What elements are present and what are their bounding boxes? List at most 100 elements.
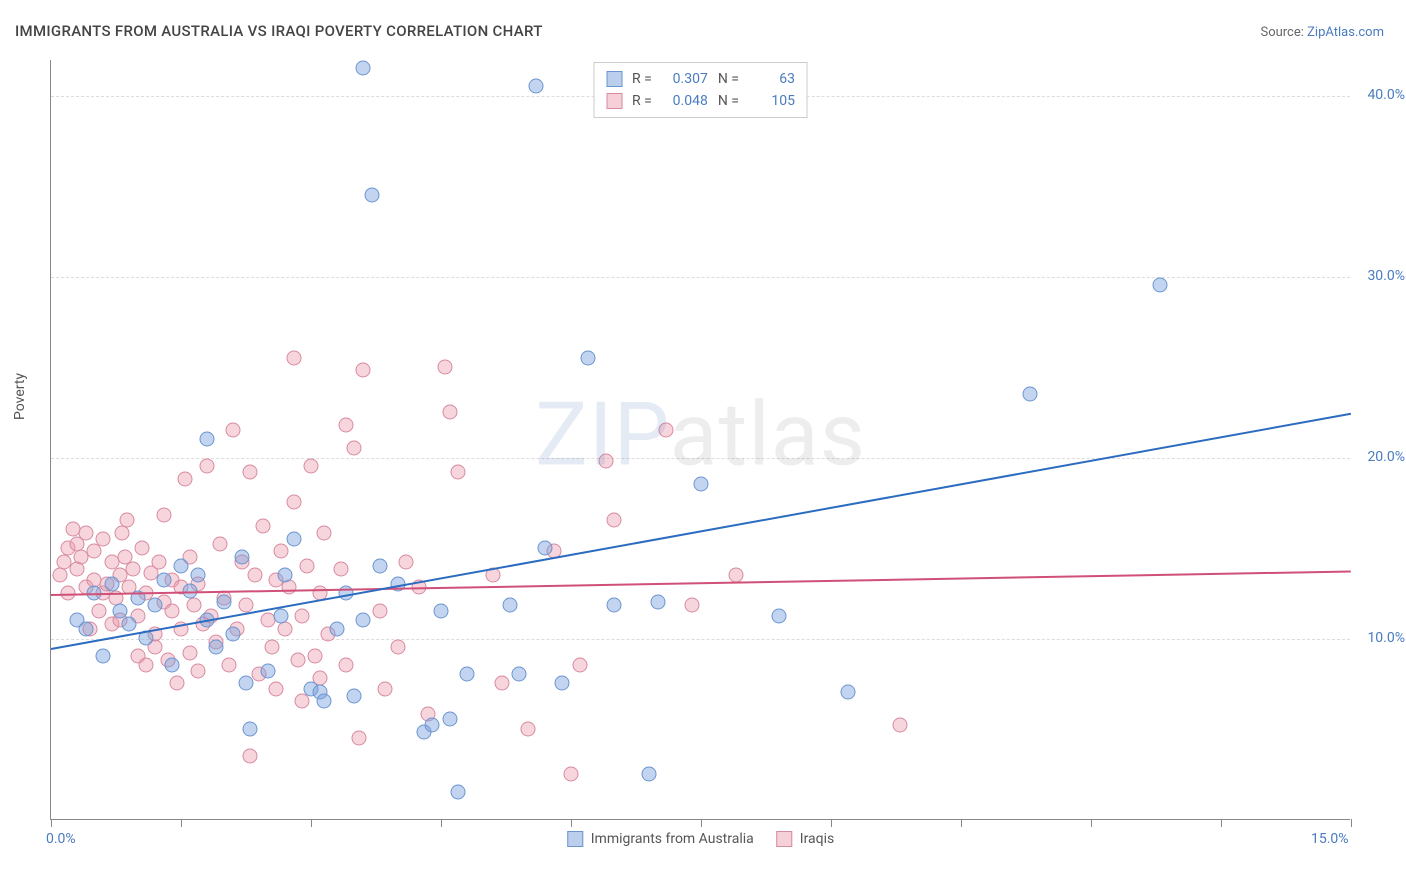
y-tick-label: 30.0% — [1367, 268, 1405, 284]
legend-r-value-pink: 0.048 — [662, 93, 708, 109]
data-point-pink — [126, 562, 141, 577]
data-point-pink — [226, 422, 241, 437]
x-tick — [701, 819, 702, 827]
data-point-pink — [334, 562, 349, 577]
data-point-pink — [494, 676, 509, 691]
data-point-blue — [148, 598, 163, 613]
data-point-pink — [728, 567, 743, 582]
data-point-pink — [286, 350, 301, 365]
data-point-blue — [208, 640, 223, 655]
data-point-blue — [442, 712, 457, 727]
data-point-pink — [265, 640, 280, 655]
data-point-blue — [650, 594, 665, 609]
data-point-pink — [152, 555, 167, 570]
data-point-blue — [581, 350, 596, 365]
data-point-blue — [165, 658, 180, 673]
data-point-pink — [377, 681, 392, 696]
legend-label-blue: Immigrants from Australia — [591, 831, 754, 847]
data-point-blue — [78, 622, 93, 637]
data-point-blue — [1023, 386, 1038, 401]
data-point-pink — [564, 766, 579, 781]
x-tick — [181, 819, 182, 827]
data-point-blue — [512, 667, 527, 682]
watermark-zip: ZIP — [535, 383, 670, 486]
y-axis-label: Poverty — [12, 373, 28, 420]
data-point-blue — [234, 549, 249, 564]
data-point-pink — [347, 441, 362, 456]
source-label: Source: — [1260, 25, 1307, 40]
data-point-pink — [213, 536, 228, 551]
swatch-blue — [567, 831, 583, 847]
data-point-blue — [425, 717, 440, 732]
data-point-pink — [399, 555, 414, 570]
data-point-pink — [338, 417, 353, 432]
data-point-pink — [308, 649, 323, 664]
data-point-pink — [120, 513, 135, 528]
x-tick — [441, 819, 442, 827]
data-point-pink — [572, 658, 587, 673]
trend-line-blue — [51, 413, 1351, 650]
data-point-pink — [165, 603, 180, 618]
data-point-pink — [390, 640, 405, 655]
data-point-blue — [243, 721, 258, 736]
data-point-pink — [178, 471, 193, 486]
legend-r-label: R = — [632, 93, 652, 109]
data-point-blue — [200, 432, 215, 447]
data-point-blue — [122, 616, 137, 631]
data-point-pink — [438, 359, 453, 374]
data-point-pink — [373, 603, 388, 618]
data-point-blue — [555, 676, 570, 691]
data-point-blue — [317, 694, 332, 709]
data-point-blue — [373, 558, 388, 573]
legend-n-value-pink: 105 — [749, 93, 795, 109]
data-point-blue — [434, 603, 449, 618]
data-point-blue — [364, 187, 379, 202]
data-point-blue — [538, 540, 553, 555]
data-point-pink — [247, 567, 262, 582]
data-point-pink — [221, 658, 236, 673]
swatch-pink — [606, 93, 622, 109]
watermark: ZIPatlas — [535, 383, 866, 486]
data-point-pink — [520, 721, 535, 736]
data-point-pink — [286, 495, 301, 510]
series-legend: Immigrants from Australia Iraqis — [567, 831, 835, 847]
data-point-pink — [607, 513, 622, 528]
data-point-pink — [135, 540, 150, 555]
data-point-pink — [91, 603, 106, 618]
data-point-blue — [529, 79, 544, 94]
data-point-pink — [87, 544, 102, 559]
data-point-pink — [442, 404, 457, 419]
x-tick-label: 0.0% — [46, 831, 76, 847]
data-point-pink — [191, 663, 206, 678]
legend-row-blue: R = 0.307 N = 63 — [606, 68, 795, 90]
legend-row-pink: R = 0.048 N = 105 — [606, 90, 795, 112]
gridline — [51, 639, 1350, 640]
x-tick — [571, 819, 572, 827]
data-point-pink — [685, 598, 700, 613]
data-point-blue — [607, 598, 622, 613]
data-point-blue — [694, 477, 709, 492]
data-point-pink — [295, 609, 310, 624]
data-point-blue — [273, 609, 288, 624]
x-tick — [831, 819, 832, 827]
data-point-pink — [243, 748, 258, 763]
data-point-blue — [330, 622, 345, 637]
data-point-pink — [156, 508, 171, 523]
data-point-blue — [278, 567, 293, 582]
data-point-blue — [96, 649, 111, 664]
watermark-atlas: atlas — [670, 383, 866, 486]
data-point-pink — [187, 598, 202, 613]
data-point-pink — [299, 558, 314, 573]
data-point-blue — [239, 676, 254, 691]
source-link[interactable]: ZipAtlas.com — [1307, 25, 1384, 40]
plot-area: ZIPatlas R = 0.307 N = 63 R = 0.048 N = … — [50, 60, 1350, 820]
legend-n-label: N = — [718, 71, 739, 87]
data-point-blue — [174, 558, 189, 573]
data-point-pink — [273, 544, 288, 559]
data-point-pink — [256, 518, 271, 533]
x-tick — [1221, 819, 1222, 827]
data-point-blue — [642, 766, 657, 781]
data-point-blue — [191, 567, 206, 582]
y-tick-label: 10.0% — [1367, 630, 1405, 646]
data-point-blue — [260, 663, 275, 678]
